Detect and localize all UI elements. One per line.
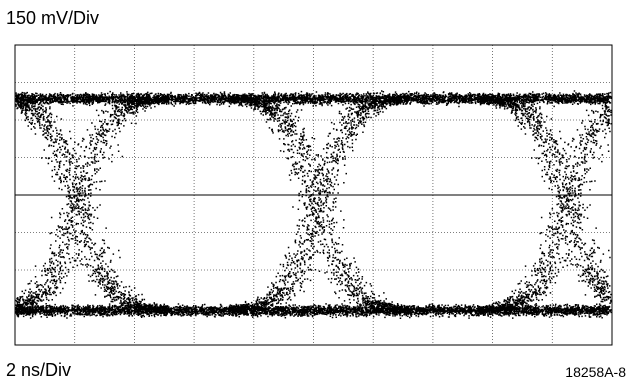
figure-id: 18258A-8 xyxy=(565,364,626,379)
horizontal-scale-label: 2 ns/Div xyxy=(6,360,71,379)
vertical-scale-label: 150 mV/Div xyxy=(6,8,99,28)
scope-screenshot: 150 mV/Div 2 ns/Div 18258A-8 xyxy=(0,0,629,379)
page: 150 mV/Div 2 ns/Div 18258A-8 (() => { co… xyxy=(0,0,629,379)
